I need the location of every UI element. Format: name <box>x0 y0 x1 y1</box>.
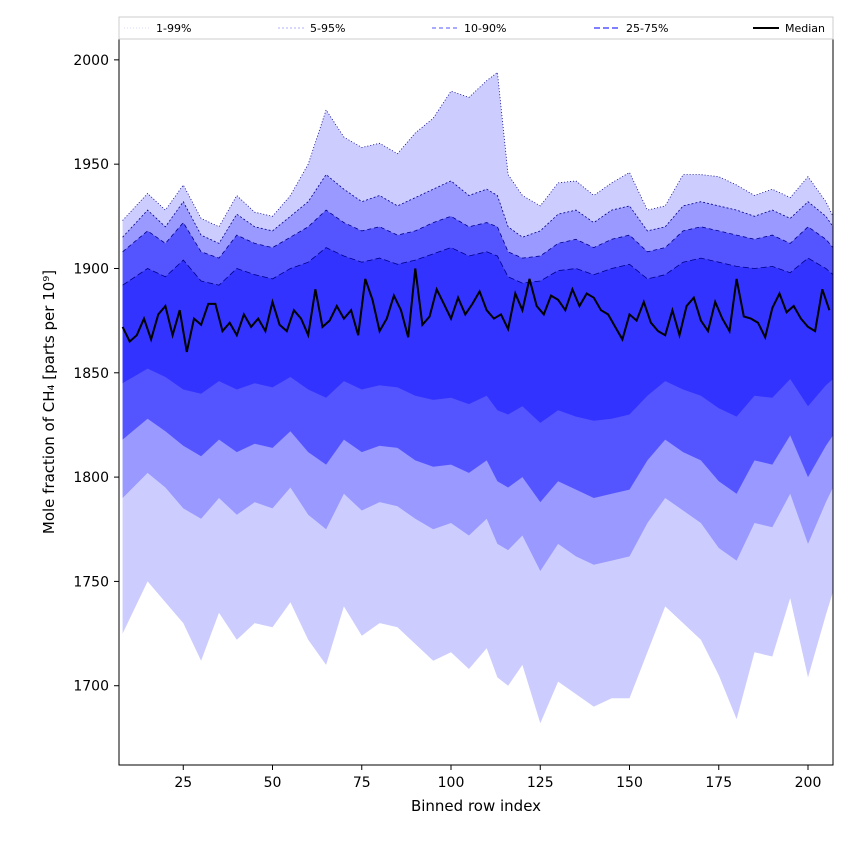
legend-box <box>118 16 834 40</box>
y-tick-label: 1900 <box>73 261 109 277</box>
legend-label: 1-99% <box>156 22 191 35</box>
legend-label: 5-95% <box>310 22 345 35</box>
median-layer <box>121 268 831 353</box>
percentile-bands <box>122 71 834 724</box>
x-axis: 25 50 75 100 125 150 175 200 <box>174 765 821 791</box>
band-25-75% <box>122 247 834 423</box>
y-tick-label: 1800 <box>73 470 109 486</box>
x-tick-label: 75 <box>353 775 371 791</box>
x-tick-label: 50 <box>264 775 282 791</box>
y-tick-label: 1750 <box>73 574 109 590</box>
legend-label: 10-90% <box>464 22 506 35</box>
band-edge-25-75% <box>122 247 834 286</box>
legend-label: 25-75% <box>626 22 668 35</box>
y-tick-label: 1950 <box>73 157 109 173</box>
median-line <box>121 268 831 353</box>
x-tick-label: 150 <box>616 775 643 791</box>
x-axis-label: Binned row index <box>411 797 541 815</box>
band-edge-10-90% <box>122 209 834 259</box>
legend-label: Median <box>785 22 825 35</box>
y-tick-label: 2000 <box>73 53 109 69</box>
y-tick-label: 1850 <box>73 366 109 382</box>
x-tick-label: 175 <box>705 775 732 791</box>
x-tick-label: 200 <box>795 775 822 791</box>
x-tick-label: 25 <box>174 775 192 791</box>
x-tick-label: 125 <box>527 775 554 791</box>
y-axis: 1700 1750 1800 1850 1900 1950 2000 <box>73 53 119 695</box>
y-tick-label: 1700 <box>73 679 109 695</box>
x-tick-label: 100 <box>438 775 465 791</box>
legend: 1-99% 5-95% 10-90% 25-75% Median <box>118 16 834 40</box>
y-axis-label: Mole fraction of CH₄ [parts per 10⁹] <box>40 270 58 534</box>
